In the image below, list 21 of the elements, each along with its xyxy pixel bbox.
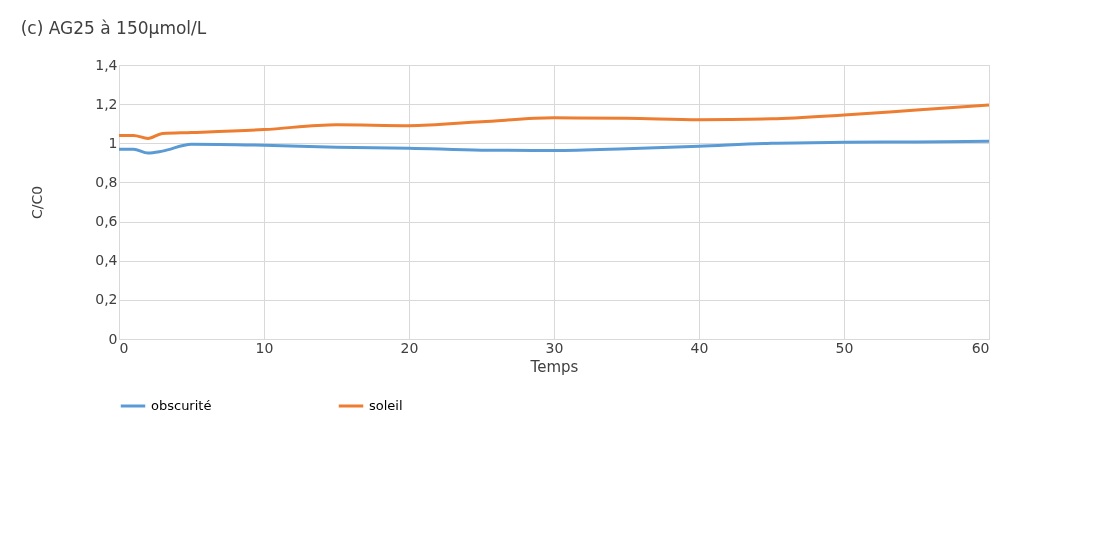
y-tick-label: 0,4 [95, 252, 118, 269]
y-tick-label: 0,2 [95, 291, 118, 308]
y-axis-title: C/C0 [29, 185, 46, 220]
x-tick-label: 10 [255, 339, 274, 356]
y-tick-label: 0,6 [95, 213, 118, 230]
legend-label: obscurité [151, 398, 212, 413]
y-tick-label: 0,8 [95, 173, 118, 190]
y-tick-label: 1 [108, 134, 118, 151]
x-tick-label: 20 [400, 339, 419, 356]
x-tick-label: 50 [835, 339, 854, 356]
x-tick-label: 60 [971, 339, 990, 356]
line-series [117, 103, 991, 140]
x-axis-title: Temps [529, 357, 579, 376]
x-tick-label: 0 [119, 339, 129, 356]
line-series [117, 139, 991, 155]
y-tick-label: 1,4 [95, 56, 118, 73]
y-tick-label: 1,2 [95, 95, 118, 112]
x-tick-label: 40 [690, 339, 709, 356]
x-tick-label: 30 [545, 339, 564, 356]
chart-title: (c) AG25 à 150µmol/L [20, 18, 207, 38]
legend-label: soleil [369, 398, 403, 413]
